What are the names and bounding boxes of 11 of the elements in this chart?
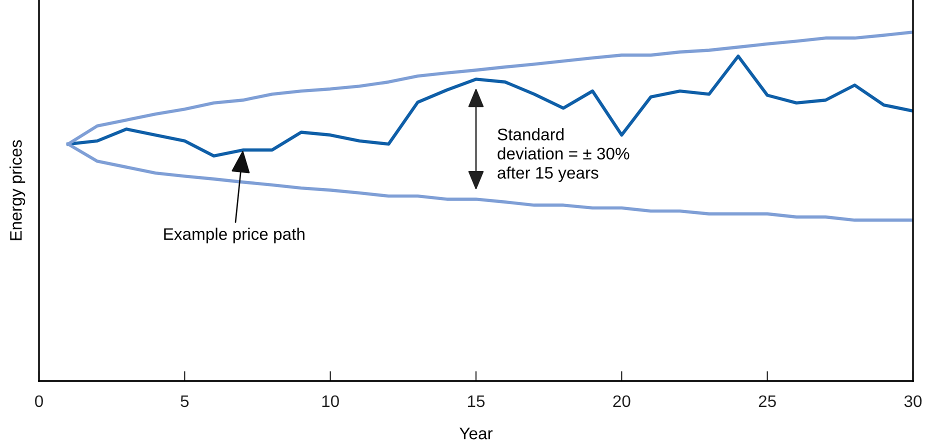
x-tick-label: 15	[468, 396, 485, 408]
x-tick-label: 5	[180, 396, 189, 408]
x-axis-title: Year	[460, 428, 493, 440]
x-tick-label: 25	[758, 395, 776, 408]
x-tick-label: 30	[904, 395, 922, 408]
x-tick-label: 20	[613, 395, 630, 408]
annotation: Standard deviation = ± 30% after 15 years	[498, 128, 630, 182]
annotation: Example price path	[164, 228, 304, 244]
x-tick-label: 10	[322, 395, 339, 408]
y-axis-title: Energy prices	[10, 140, 26, 240]
x-tick-label: 0	[35, 395, 43, 408]
